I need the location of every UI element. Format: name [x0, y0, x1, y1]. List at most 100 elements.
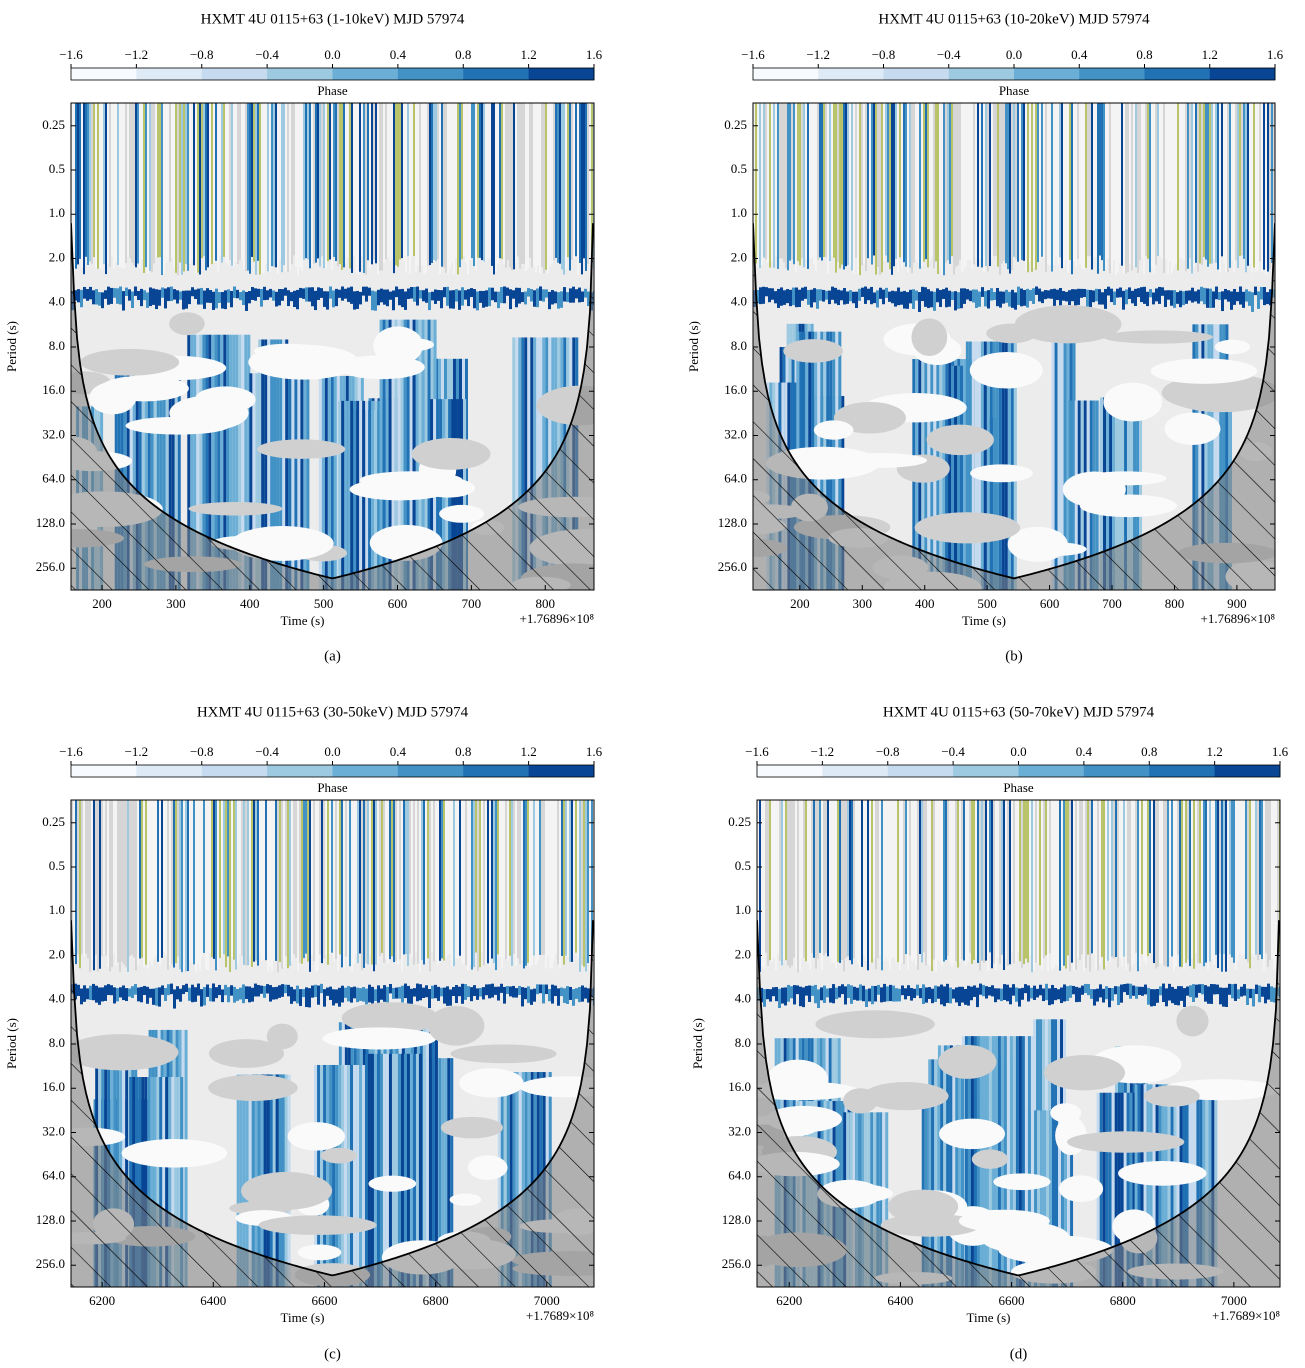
texture — [958, 986, 961, 1007]
texture — [263, 800, 265, 959]
texture — [907, 103, 909, 273]
texture — [757, 1081, 860, 1101]
texture — [1258, 985, 1261, 1003]
texture — [407, 103, 409, 257]
texture — [1107, 800, 1109, 961]
texture — [518, 985, 521, 995]
texture — [1206, 288, 1209, 308]
texture — [122, 291, 125, 311]
texture — [122, 1040, 126, 1287]
texture — [838, 986, 841, 998]
texture — [533, 103, 535, 268]
texture — [545, 337, 549, 590]
texture — [843, 1088, 878, 1114]
texture — [416, 983, 419, 1002]
texture — [272, 987, 275, 1000]
texture — [440, 290, 443, 309]
texture — [823, 103, 825, 257]
texture — [429, 103, 431, 266]
texture — [1067, 103, 1069, 273]
texture — [423, 800, 425, 965]
texture — [900, 291, 903, 305]
texture — [763, 989, 766, 1007]
texture — [928, 987, 931, 999]
texture — [257, 103, 259, 261]
texture — [1231, 103, 1233, 261]
texture — [338, 289, 341, 298]
texture — [121, 103, 123, 268]
texture — [1023, 289, 1026, 306]
texture — [331, 800, 333, 953]
texture — [1151, 103, 1153, 270]
texture — [521, 987, 524, 1007]
texture — [1131, 800, 1133, 967]
texture — [153, 1077, 157, 1287]
texture — [293, 290, 296, 308]
texture — [156, 358, 160, 590]
texture — [165, 103, 167, 263]
texture — [151, 800, 153, 966]
texture — [1025, 103, 1027, 272]
texture — [1129, 1092, 1133, 1287]
texture — [901, 985, 904, 996]
texture — [187, 103, 189, 271]
texture — [869, 800, 871, 964]
texture — [353, 400, 357, 590]
texture — [320, 1147, 358, 1164]
colorbar-tick-label: −1.6 — [59, 47, 83, 62]
texture — [1125, 289, 1128, 305]
texture — [1134, 288, 1137, 307]
texture — [861, 287, 864, 297]
texture — [93, 800, 95, 971]
texture — [545, 984, 548, 995]
texture — [128, 988, 131, 997]
texture — [933, 103, 935, 269]
texture — [71, 103, 73, 257]
texture — [1079, 800, 1081, 960]
texture — [945, 800, 947, 960]
texture — [1035, 103, 1037, 270]
texture — [273, 339, 277, 590]
texture — [1111, 988, 1114, 1001]
texture — [431, 291, 434, 301]
texture — [985, 800, 987, 961]
texture — [787, 800, 789, 966]
texture — [393, 103, 395, 274]
texture — [515, 800, 517, 966]
texture — [1167, 800, 1169, 967]
texture — [319, 800, 321, 955]
y-tick-label: 32.0 — [42, 1123, 65, 1138]
texture — [143, 985, 146, 995]
texture — [373, 326, 423, 365]
texture — [183, 800, 185, 971]
texture — [203, 290, 206, 309]
texture — [1189, 103, 1191, 259]
texture — [161, 103, 163, 276]
texture — [237, 103, 239, 265]
texture — [1131, 290, 1134, 304]
texture — [965, 341, 969, 590]
texture — [1201, 103, 1203, 265]
texture — [851, 103, 853, 271]
texture — [499, 800, 501, 958]
texture — [1119, 287, 1122, 298]
texture — [1267, 103, 1269, 272]
texture — [1229, 800, 1231, 955]
texture — [949, 1059, 953, 1287]
colorbar-tick-label: 0.4 — [1076, 744, 1093, 759]
texture — [573, 800, 575, 954]
texture — [524, 987, 527, 1000]
texture — [790, 986, 793, 999]
texture — [403, 319, 407, 590]
texture — [257, 984, 260, 997]
texture — [398, 289, 401, 306]
texture — [481, 103, 483, 261]
texture — [306, 373, 310, 590]
texture — [325, 103, 327, 269]
coi-line — [71, 223, 594, 580]
texture — [344, 288, 347, 299]
texture — [505, 800, 507, 960]
texture — [467, 986, 470, 998]
texture — [275, 291, 278, 307]
texture — [347, 800, 349, 963]
